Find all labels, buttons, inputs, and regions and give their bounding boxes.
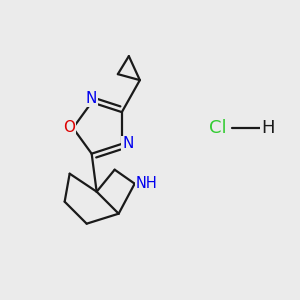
- Text: Cl: Cl: [209, 119, 227, 137]
- Text: N: N: [86, 91, 97, 106]
- Text: H: H: [261, 119, 275, 137]
- Text: N: N: [122, 136, 134, 152]
- Text: NH: NH: [136, 176, 158, 191]
- Text: O: O: [63, 121, 75, 136]
